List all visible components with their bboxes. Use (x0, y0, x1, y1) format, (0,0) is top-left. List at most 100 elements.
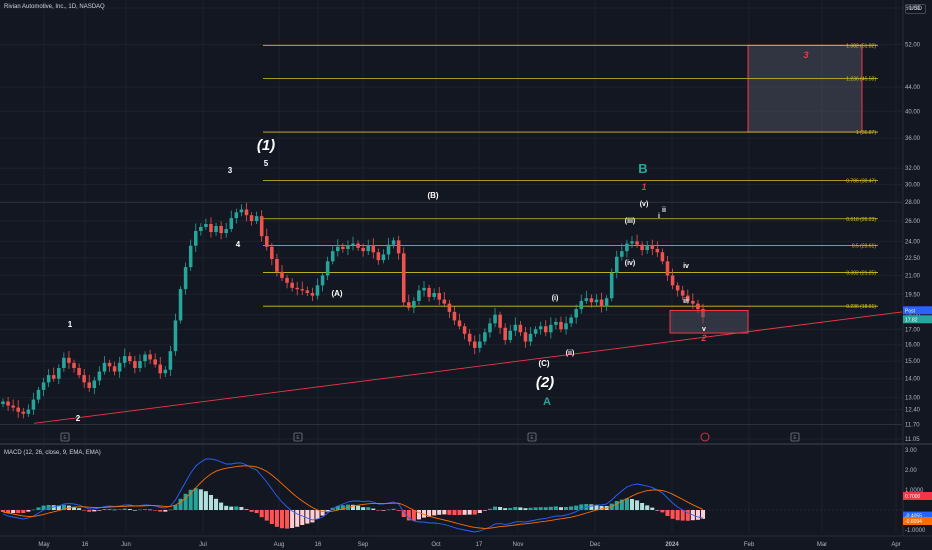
candle-body (173, 320, 178, 352)
macd-histogram-bar (279, 510, 285, 529)
y-tick-label: 60.00 (905, 6, 921, 12)
candle-body (46, 375, 51, 383)
macd-histogram-bar (361, 507, 366, 510)
candle-body (148, 354, 152, 360)
candle-body (87, 382, 92, 388)
macd-histogram-bar (77, 508, 82, 510)
macd-histogram-bar (158, 510, 163, 512)
candle-body (315, 285, 320, 296)
x-tick-label: Sep (358, 542, 369, 548)
candle-body (366, 245, 370, 252)
macd-histogram-bar (36, 507, 41, 510)
currency-badge[interactable]: USD (905, 4, 926, 14)
y-tick-label: 44.00 (905, 85, 921, 91)
wave-label: A (543, 396, 551, 408)
candle-body (254, 216, 259, 222)
y-tick-label: 16.00 (905, 343, 921, 349)
candle-body (660, 252, 665, 262)
earnings-marker-label: E (63, 435, 67, 441)
x-tick-label: Apr (891, 542, 900, 548)
macd-histogram-bar (46, 505, 51, 510)
macd-histogram-bar (538, 507, 543, 510)
candle-body (330, 251, 335, 262)
candle-body (234, 212, 239, 219)
macd-histogram-bar (386, 509, 391, 511)
macd-histogram-bar (472, 510, 477, 515)
y-tick-label: 12.40 (905, 408, 921, 414)
candle-body (305, 290, 310, 294)
macd-value-label: -0.6094 (905, 519, 922, 525)
macd-histogram-bar (335, 506, 340, 510)
macd-histogram-bar (457, 510, 462, 515)
macd-histogram-bar (31, 509, 36, 511)
macd-histogram-bar (614, 501, 619, 510)
candle-body (589, 298, 594, 303)
macd-histogram-bar (680, 510, 685, 521)
candle-body (300, 289, 305, 291)
macd-histogram-bar (21, 510, 26, 513)
macd-histogram-bar (117, 509, 122, 510)
candle-body (670, 275, 675, 286)
y-tick-label: 19.50 (905, 292, 921, 298)
macd-histogram-bar (193, 488, 198, 510)
macd-histogram-bar (188, 489, 193, 510)
macd-value-tag (903, 517, 932, 525)
macd-histogram-bar (71, 506, 77, 510)
candle-body (199, 226, 203, 232)
candle-body (645, 245, 649, 251)
macd-histogram-bar (396, 510, 401, 511)
candle-body (16, 407, 20, 412)
candle-body (554, 321, 558, 325)
candle-body (630, 241, 634, 244)
macd-line (2, 458, 704, 533)
candle-body (640, 244, 644, 251)
candle-body (432, 293, 436, 297)
macd-histogram-bar (244, 509, 249, 510)
macd-histogram-bar (178, 498, 183, 510)
macd-histogram-bar (452, 510, 457, 515)
earnings-marker-label: E (296, 435, 300, 441)
macd-histogram-bar (325, 510, 330, 512)
macd-histogram-bar (406, 510, 411, 521)
x-tick-label: 16 (315, 542, 322, 548)
macd-histogram-bar (543, 507, 548, 510)
earnings-marker (293, 432, 303, 442)
macd-histogram-bar (640, 503, 645, 510)
candle-body (57, 368, 61, 379)
x-tick-label: Aug (274, 542, 285, 548)
candle-body (122, 356, 127, 363)
y-tick-label: 26.00 (905, 219, 921, 225)
macd-histogram-bar (122, 508, 127, 510)
x-tick-label: Jul (199, 542, 207, 548)
candle-body (528, 333, 533, 342)
y-tick-label: 28.00 (905, 200, 921, 206)
macd-histogram-bar (670, 510, 675, 519)
y-tick-label: 15.00 (905, 359, 921, 365)
macd-histogram-bar (269, 510, 274, 524)
candle-body (386, 244, 391, 255)
wave-label: (v) (640, 201, 649, 208)
macd-histogram-bar (599, 506, 604, 510)
wave-label: (1) (257, 137, 275, 154)
macd-histogram-bar (437, 510, 442, 515)
candle-body (219, 225, 223, 234)
candle-body (244, 209, 249, 216)
candle-body (412, 300, 416, 308)
macd-histogram-bar (695, 510, 700, 520)
candle-body (493, 314, 497, 324)
candle-body (508, 330, 513, 340)
macd-histogram-bar (229, 506, 234, 510)
macd-histogram-bar (173, 505, 178, 510)
candle-body (168, 351, 173, 370)
macd-histogram-bar (264, 510, 269, 521)
macd-histogram-bar (137, 509, 142, 511)
candle-body (351, 243, 355, 246)
earnings-marker-label: E (793, 435, 797, 441)
macd-histogram-bar (548, 506, 553, 510)
candle-body (112, 366, 117, 372)
macd-histogram-bar (391, 508, 396, 510)
macd-histogram-bar (508, 508, 513, 510)
x-tick-label: May (38, 542, 49, 548)
candle-body (391, 240, 396, 245)
